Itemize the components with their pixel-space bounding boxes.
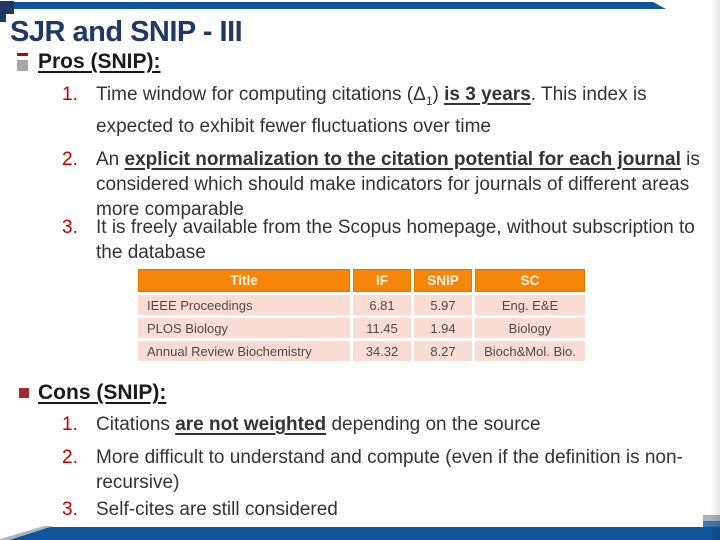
item-text: An explicit normalization to the citatio… — [96, 147, 712, 222]
cons-section-heading: Cons (SNIP): — [38, 381, 167, 404]
table-cell-sc: Bioch&Mol. Bio. — [475, 341, 585, 361]
table-header-sc: SC — [475, 269, 585, 292]
bottom-right-step-gray-icon — [703, 515, 720, 521]
top-bar-shape — [0, 2, 666, 9]
table-cell-journal: IEEE Proceedings — [138, 295, 350, 315]
item-text: More difficult to understand and compute… — [96, 445, 712, 495]
item-text: Self-cites are still considered — [96, 497, 712, 522]
pros-section-heading: Pros (SNIP): — [38, 50, 161, 73]
text-segment: Self-cites are still considered — [96, 499, 338, 520]
bullet-square-icon — [17, 60, 28, 71]
emphasized-text: is 3 years — [444, 84, 531, 105]
text-segment: is considered which should make indicato… — [96, 149, 700, 220]
bottom-right-step-blue-icon — [703, 521, 720, 529]
item-text: It is freely available from the Scopus h… — [96, 215, 712, 265]
table-cell-snip: 5.97 — [414, 295, 472, 315]
table-cell-sc: Eng. E&E — [475, 295, 585, 315]
table-cell-journal: Annual Review Biochemistry — [138, 341, 350, 361]
emphasized-text: are not weighted — [175, 414, 327, 435]
table-cell-if: 6.81 — [353, 295, 411, 315]
table-header-row: Title IF SNIP SC — [138, 269, 585, 292]
bottom-left-gray-sliver-icon — [0, 526, 53, 540]
cons-item-1: 1. Citations are not weighted depending … — [62, 412, 712, 437]
pros-item-3: 3. It is freely available from the Scopu… — [62, 215, 712, 265]
table-header-if: IF — [353, 269, 411, 292]
text-segment: Citations — [96, 414, 176, 435]
item-number: 3. — [62, 499, 78, 520]
slide-title: SJR and SNIP - III — [10, 16, 243, 48]
item-number: 2. — [62, 447, 78, 468]
text-segment: . This index is expected to exhibit fewe… — [96, 84, 647, 137]
table-row: PLOS Biology 11.45 1.94 Biology — [138, 318, 585, 338]
cons-bullet-square-icon — [19, 388, 29, 398]
right-edge-shade — [710, 0, 720, 540]
journal-metrics-table: Title IF SNIP SC IEEE Proceedings 6.81 5… — [135, 266, 588, 364]
text-segment: It is freely available from the Scopus h… — [96, 217, 695, 263]
table-cell-if: 34.32 — [353, 341, 411, 361]
table-row: IEEE Proceedings 6.81 5.97 Eng. E&E — [138, 295, 585, 315]
table-row: Annual Review Biochemistry 34.32 8.27 Bi… — [138, 341, 585, 361]
table-cell-journal: PLOS Biology — [138, 318, 350, 338]
table-cell-snip: 1.94 — [414, 318, 472, 338]
table-cell-snip: 8.27 — [414, 341, 472, 361]
text-segment: An — [96, 149, 125, 170]
text-segment: More difficult to understand and compute… — [96, 447, 683, 493]
bottom-bar-shape — [9, 527, 720, 540]
emphasized-text: explicit normalization to the citation p… — [124, 149, 681, 170]
cons-item-3: 3. Self-cites are still considered — [62, 497, 712, 522]
top-bar-decoration — [0, 1, 666, 22]
bullet-dash-icon — [17, 53, 28, 56]
pros-item-2: 2. An explicit normalization to the cita… — [62, 147, 712, 222]
text-segment: depending on the source — [326, 414, 541, 435]
pros-item-1: 1. Time window for computing citations (… — [62, 82, 712, 139]
table-header-title: Title — [138, 269, 350, 292]
table-header-snip: SNIP — [414, 269, 472, 292]
bottom-bar-decoration — [0, 515, 720, 540]
pros-bullet-icon — [17, 53, 28, 71]
item-text: Time window for computing citations (Δ1)… — [96, 82, 712, 139]
item-number: 1. — [62, 414, 78, 435]
table-cell-if: 11.45 — [353, 318, 411, 338]
text-segment: Time window for computing citations (Δ — [96, 84, 426, 105]
item-number: 2. — [62, 149, 78, 170]
item-number: 1. — [62, 84, 78, 105]
item-number: 3. — [62, 217, 78, 238]
item-text: Citations are not weighted depending on … — [96, 412, 712, 437]
top-left-flag-tail-icon — [0, 1, 6, 22]
delta-subscript: 1 — [425, 93, 433, 108]
cons-item-2: 2. More difficult to understand and comp… — [62, 445, 712, 495]
table-cell-sc: Biology — [475, 318, 585, 338]
text-segment: ) — [432, 84, 445, 105]
